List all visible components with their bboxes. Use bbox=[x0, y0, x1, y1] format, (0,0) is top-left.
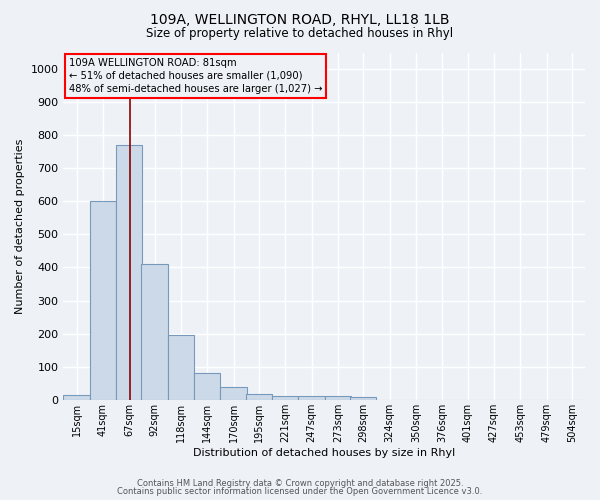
Text: Contains public sector information licensed under the Open Government Licence v3: Contains public sector information licen… bbox=[118, 487, 482, 496]
Bar bbox=[272, 396, 298, 400]
Bar bbox=[220, 387, 247, 400]
Y-axis label: Number of detached properties: Number of detached properties bbox=[15, 138, 25, 314]
Bar bbox=[142, 264, 168, 400]
Bar bbox=[168, 336, 194, 400]
Bar bbox=[325, 396, 351, 400]
Text: Size of property relative to detached houses in Rhyl: Size of property relative to detached ho… bbox=[146, 28, 454, 40]
Bar bbox=[90, 202, 116, 400]
Bar bbox=[64, 395, 90, 400]
Bar bbox=[194, 374, 220, 400]
Text: Contains HM Land Registry data © Crown copyright and database right 2025.: Contains HM Land Registry data © Crown c… bbox=[137, 478, 463, 488]
Bar bbox=[298, 396, 325, 400]
Bar bbox=[350, 397, 376, 400]
X-axis label: Distribution of detached houses by size in Rhyl: Distribution of detached houses by size … bbox=[193, 448, 455, 458]
Text: 109A, WELLINGTON ROAD, RHYL, LL18 1LB: 109A, WELLINGTON ROAD, RHYL, LL18 1LB bbox=[150, 12, 450, 26]
Bar bbox=[246, 394, 272, 400]
Text: 109A WELLINGTON ROAD: 81sqm
← 51% of detached houses are smaller (1,090)
48% of : 109A WELLINGTON ROAD: 81sqm ← 51% of det… bbox=[68, 58, 322, 94]
Bar bbox=[116, 145, 142, 400]
